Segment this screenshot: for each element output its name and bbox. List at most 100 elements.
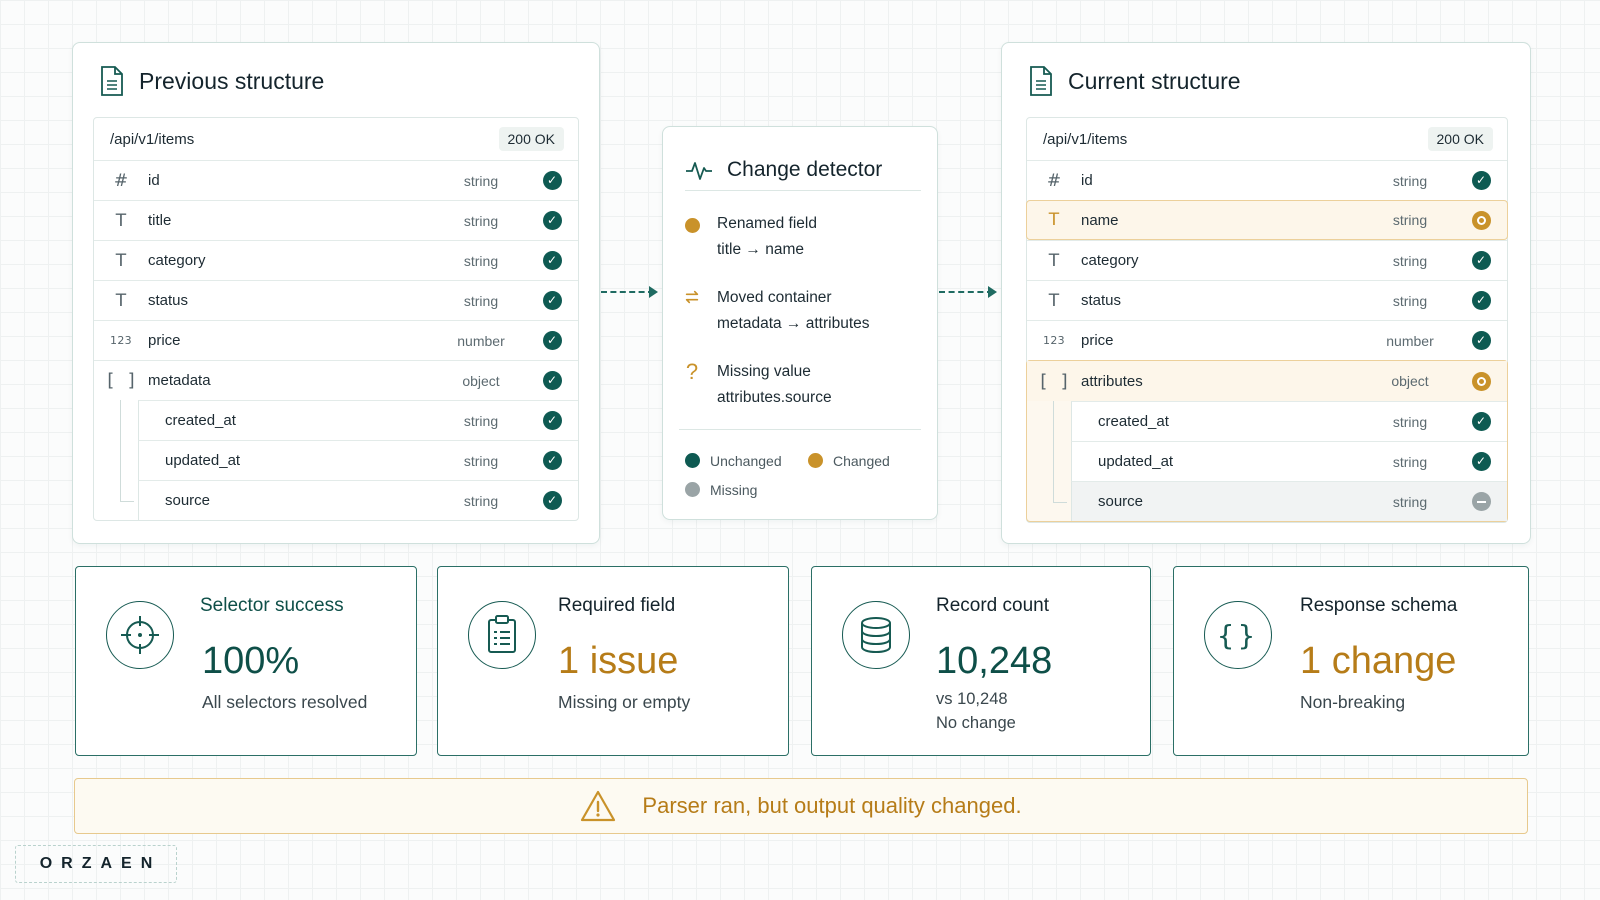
endpoint-path: /api/v1/items xyxy=(110,130,195,148)
metric-value: 1 issue xyxy=(558,640,679,682)
check-icon: ✓ xyxy=(542,331,562,350)
metric-value: 10,248 xyxy=(936,640,1053,682)
metric-card-response-schema[interactable]: {} Response schema 1 change Non-breaking xyxy=(1173,566,1529,756)
metric-label: Selector success xyxy=(200,595,344,616)
tree-connector xyxy=(1053,401,1067,503)
field-row-source[interactable]: source string ✓ xyxy=(138,480,578,520)
field-row-updated-at[interactable]: updated_at string ✓ xyxy=(138,440,578,480)
change-detector-header: Change detector xyxy=(685,149,921,191)
legend-missing: Missing xyxy=(710,481,758,498)
change-label: Missing value xyxy=(717,363,811,380)
missing-dot-icon xyxy=(685,482,700,497)
field-row-metadata[interactable]: [ ] metadata object ✓ xyxy=(94,360,578,400)
metric-value: 1 change xyxy=(1300,640,1457,682)
status-badge: 200 OK xyxy=(498,127,564,151)
field-type: string xyxy=(463,212,499,229)
current-structure-header: Current structure xyxy=(1028,65,1241,97)
field-name: metadata xyxy=(148,372,211,389)
previous-structure-panel: Previous structure /api/v1/items 200 OK … xyxy=(72,42,600,544)
change-detail: attributes.source xyxy=(717,389,832,406)
legend-unchanged: Unchanged xyxy=(710,452,782,469)
field-row-id[interactable]: # id string ✓ xyxy=(1027,160,1507,200)
metric-card-record-count[interactable]: Record count 10,248 vs 10,248 No change xyxy=(811,566,1151,756)
field-type: string xyxy=(463,292,499,309)
field-type: object xyxy=(462,372,500,389)
check-icon: ✓ xyxy=(542,491,562,510)
field-row-status[interactable]: T status string ✓ xyxy=(1027,280,1507,320)
metric-sub: vs 10,248 xyxy=(936,690,1008,708)
brand-logo: ORZAEN xyxy=(15,845,177,883)
change-detector-panel: Change detector Renamed field title → na… xyxy=(662,126,938,520)
field-name: source xyxy=(165,492,211,509)
field-row-attributes[interactable]: [ ] attributes object xyxy=(1027,361,1507,401)
hash-icon: # xyxy=(113,170,129,191)
check-icon: ✓ xyxy=(1471,452,1491,471)
change-label: Renamed field xyxy=(717,215,817,232)
field-row-updated-at[interactable]: updated_at string ✓ xyxy=(1071,441,1507,481)
tree-connector xyxy=(120,400,134,502)
field-row-id[interactable]: # id string ✓ xyxy=(94,160,578,200)
field-row-price[interactable]: 123 price number ✓ xyxy=(1027,320,1507,360)
number-type-icon: 123 xyxy=(110,334,132,347)
text-type-icon: T xyxy=(1048,210,1060,230)
field-row-name[interactable]: T name string xyxy=(1026,200,1508,240)
database-icon xyxy=(842,601,910,669)
previous-fields-table: /api/v1/items 200 OK # id string ✓ T tit… xyxy=(93,117,579,521)
endpoint-path: /api/v1/items xyxy=(1043,130,1128,148)
previous-structure-header: Previous structure xyxy=(99,65,324,97)
number-type-icon: 123 xyxy=(1043,334,1065,347)
check-icon: ✓ xyxy=(542,291,562,310)
field-name: category xyxy=(1081,252,1139,269)
changed-dot-icon xyxy=(808,453,823,468)
field-row-price[interactable]: 123 price number ✓ xyxy=(94,320,578,360)
document-icon xyxy=(101,66,123,96)
field-row-created-at[interactable]: created_at string ✓ xyxy=(138,400,578,440)
object-type-icon: [ ] xyxy=(1037,370,1071,392)
text-type-icon: T xyxy=(115,210,127,231)
changed-dot-icon xyxy=(684,218,700,233)
current-structure-title: Current structure xyxy=(1068,67,1241,94)
text-type-icon: T xyxy=(115,250,127,271)
crosshair-icon xyxy=(106,601,174,669)
endpoint-row: /api/v1/items 200 OK xyxy=(94,118,578,160)
hash-icon: # xyxy=(1046,170,1062,191)
field-row-title[interactable]: T title string ✓ xyxy=(94,200,578,240)
field-row-category[interactable]: T category string ✓ xyxy=(94,240,578,280)
field-name: created_at xyxy=(1098,413,1169,430)
field-type: string xyxy=(463,452,499,469)
field-row-created-at[interactable]: created_at string ✓ xyxy=(1071,401,1507,441)
field-name: id xyxy=(148,172,160,189)
swap-arrows-icon xyxy=(685,290,699,304)
field-row-source[interactable]: source string xyxy=(1071,481,1507,521)
check-icon: ✓ xyxy=(542,451,562,470)
change-detail: title → name xyxy=(717,241,805,258)
check-icon: ✓ xyxy=(1471,251,1491,270)
previous-structure-title: Previous structure xyxy=(139,67,325,94)
field-type: string xyxy=(1392,493,1428,510)
metric-card-required-field[interactable]: Required field 1 issue Missing or empty xyxy=(437,566,789,756)
field-name: price xyxy=(1081,332,1114,349)
field-type: string xyxy=(1392,212,1428,228)
change-label: Moved container xyxy=(717,289,832,306)
metric-label: Response schema xyxy=(1300,595,1458,616)
attributes-group: [ ] attributes object created_at string … xyxy=(1026,360,1508,522)
metric-sub-secondary: No change xyxy=(936,714,1016,732)
warning-banner: Parser ran, but output quality changed. xyxy=(74,778,1528,834)
field-type: string xyxy=(1392,172,1428,189)
metadata-children: created_at string ✓ updated_at string ✓ … xyxy=(94,400,578,520)
check-icon: ✓ xyxy=(542,251,562,270)
document-icon xyxy=(1030,66,1052,96)
metric-card-selector-success[interactable]: Selector success 100% All selectors reso… xyxy=(75,566,417,756)
field-name: updated_at xyxy=(1098,453,1174,470)
field-type: string xyxy=(463,412,499,429)
metric-label: Record count xyxy=(936,595,1050,616)
check-icon: ✓ xyxy=(542,371,562,390)
field-row-category[interactable]: T category string ✓ xyxy=(1027,240,1507,280)
missing-status-icon xyxy=(1471,492,1491,511)
field-row-status[interactable]: T status string ✓ xyxy=(94,280,578,320)
check-icon: ✓ xyxy=(1471,412,1491,431)
braces-icon: {} xyxy=(1204,601,1272,669)
field-type: string xyxy=(463,172,499,189)
field-name: status xyxy=(1081,292,1122,309)
clipboard-icon xyxy=(468,601,536,669)
